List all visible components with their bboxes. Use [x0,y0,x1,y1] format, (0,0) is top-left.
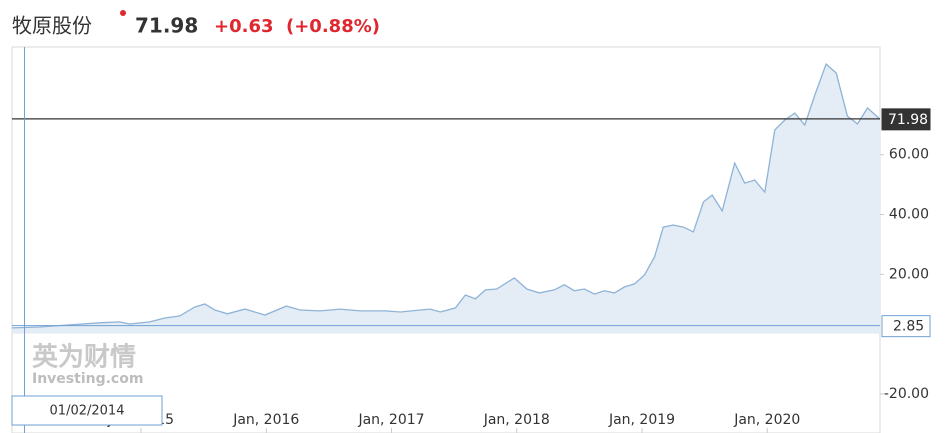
area-fill [12,64,880,334]
x-tick-label: Jan, 2019 [608,412,675,428]
crosshair-label-box [11,395,163,426]
crosshair-label: 01/02/2014 [50,404,125,419]
y-tick-label: 40.00 [889,207,929,223]
reference-label-box [881,315,931,338]
x-tick-label: Jan, 2020 [733,412,800,428]
y-tick-label: 20.00 [889,266,929,282]
x-tick-label: Jan, 2016 [232,412,299,428]
y-tick-label: -20.00 [884,386,929,402]
x-tick-label: Jan, 2017 [357,412,424,428]
reference-label-box [881,108,931,131]
change-pct: (+0.88%) [286,16,380,37]
change: +0.63 [214,16,274,37]
status-dot [120,10,126,16]
stock-name: 牧原股份 [12,14,92,38]
reference-label: 71.98 [888,112,928,128]
reference-label: 2.85 [893,319,924,335]
watermark-site: Investing.com [32,371,143,387]
x-tick-label: Jan, 2018 [483,412,550,428]
y-tick-label: 60.00 [889,147,929,163]
price-line [11,62,881,329]
watermark-brand: 英为财情 [32,343,136,373]
price: 71.98 [135,14,198,38]
